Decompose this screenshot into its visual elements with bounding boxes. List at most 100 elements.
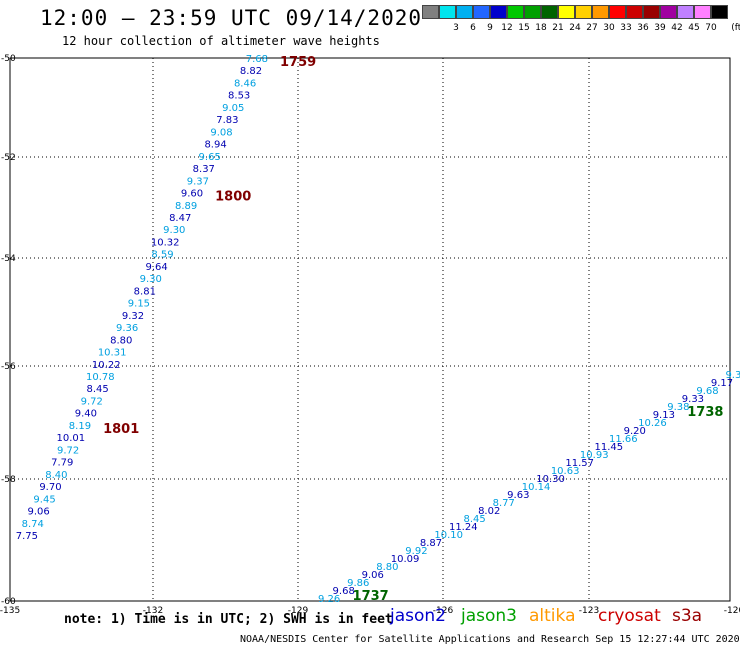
wave-height-label: 10.30 [536,474,565,485]
wave-height-label: 10.22 [92,360,121,371]
lon-tick-label: -135 [0,606,20,616]
wave-height-label: 9.15 [128,299,150,310]
wave-height-label: 8.77 [493,498,515,509]
satellite-s3a: s3a [672,606,703,626]
legend-label: 39 [654,23,666,33]
legend-swatch [694,5,711,19]
wave-height-label: 11.45 [594,442,623,453]
wave-height-label: 8.82 [240,66,262,77]
wave-height-label: 8.59 [151,250,173,261]
time-label: 1800 [215,190,251,205]
wave-height-label: 8.37 [193,164,215,175]
lon-tick-label: -126 [433,606,454,616]
wave-height-label: 8.94 [204,140,226,151]
wave-height-label: 8.53 [228,91,250,102]
wave-height-label: 9.45 [33,494,55,505]
wave-height-label: 9.40 [75,409,97,420]
lon-tick-label: -120 [724,606,740,616]
wave-height-label: 9.72 [81,396,103,407]
legend-label: 70 [705,23,717,33]
wave-height-label: 9.37 [187,176,209,187]
time-label: 1738 [687,405,723,420]
wave-height-label: 8.46 [234,78,256,89]
wave-height-label: 10.93 [580,450,609,461]
wave-height-label: 9.20 [624,426,646,437]
wave-height-label: 10.14 [522,482,551,493]
legend-swatch [626,5,643,19]
wave-height-label: 7.68 [246,54,268,65]
wave-height-label: 9.32 [122,311,144,322]
wave-height-label: 9.08 [210,127,232,138]
legend-swatch [456,5,473,19]
wave-height-label: 9.06 [28,507,50,518]
lat-tick-label: -54 [1,254,16,264]
wave-height-label: 9.06 [362,570,384,581]
legend-label: 36 [637,23,649,33]
wave-height-label: 11.24 [449,522,478,533]
wave-height-label: 8.89 [175,201,197,212]
legend-label: 24 [569,23,581,33]
wave-height-label: 8.87 [420,538,442,549]
wave-height-label: 9.92 [405,546,427,557]
wave-height-label: 9.68 [696,386,718,397]
legend-swatch [422,5,439,19]
legend-label: 12 [501,23,513,33]
wave-height-label: 8.40 [45,470,67,481]
wave-height-label: 8.80 [110,335,132,346]
wave-height-label: 9.64 [145,262,167,273]
wave-height-label: 10.10 [434,530,463,541]
wave-height-label: 9.30 [140,274,162,285]
wave-height-label: 9.36 [725,370,740,381]
wave-height-label: 9.68 [333,586,355,597]
legend-unit: (ft) [731,23,740,33]
wave-height-label: 10.01 [57,433,86,444]
wave-height-label: 10.32 [151,237,180,248]
satellite-jason2: jason2 [390,606,446,626]
legend-label: 21 [552,23,564,33]
legend-swatch [609,5,626,19]
wave-height-label: 9.26 [318,594,340,605]
wave-height-label: 8.81 [134,286,156,297]
legend-label: 15 [518,23,530,33]
wave-height-label: 9.17 [711,378,733,389]
legend-swatch [592,5,609,19]
wave-height-label: 8.19 [69,421,91,432]
legend-swatch [524,5,541,19]
legend-swatch [541,5,558,19]
wave-height-label: 8.47 [169,213,191,224]
legend-swatch [677,5,694,19]
map-frame [9,57,731,602]
lat-tick-label: -50 [1,54,16,64]
wave-height-label: 9.13 [653,410,675,421]
legend-label: 42 [671,23,683,33]
lat-tick-label: -56 [1,362,16,372]
legend-swatch [575,5,592,19]
legend-swatch [473,5,490,19]
legend-label: 45 [688,23,700,33]
wave-height-label: 7.75 [16,531,38,542]
legend-label: 27 [586,23,598,33]
wave-height-label: 9.30 [163,225,185,236]
wave-height-label: 9.05 [222,103,244,114]
lon-tick-label: -132 [143,606,163,616]
time-label: 1737 [353,589,389,604]
lon-tick-label: -123 [579,606,599,616]
wave-height-label: 8.45 [464,514,486,525]
legend-swatch [660,5,677,19]
wave-height-label: 9.65 [199,152,221,163]
legend-swatch [711,5,728,19]
wave-height-label: 10.78 [86,372,115,383]
page-title: 12:00 — 23:59 UTC 09/14/2020 [40,6,423,30]
wave-height-label: 11.66 [609,434,638,445]
wave-height-label: 8.74 [22,519,44,530]
legend-label: 33 [620,23,632,33]
time-label: 1801 [103,422,139,437]
legend-swatch [507,5,524,19]
time-label: 1759 [280,55,316,70]
legend-label: 3 [453,23,459,33]
wave-height-label: 11.57 [565,458,594,469]
wave-height-label: 9.72 [57,445,79,456]
lat-tick-label: -52 [1,153,16,163]
legend-swatch [490,5,507,19]
